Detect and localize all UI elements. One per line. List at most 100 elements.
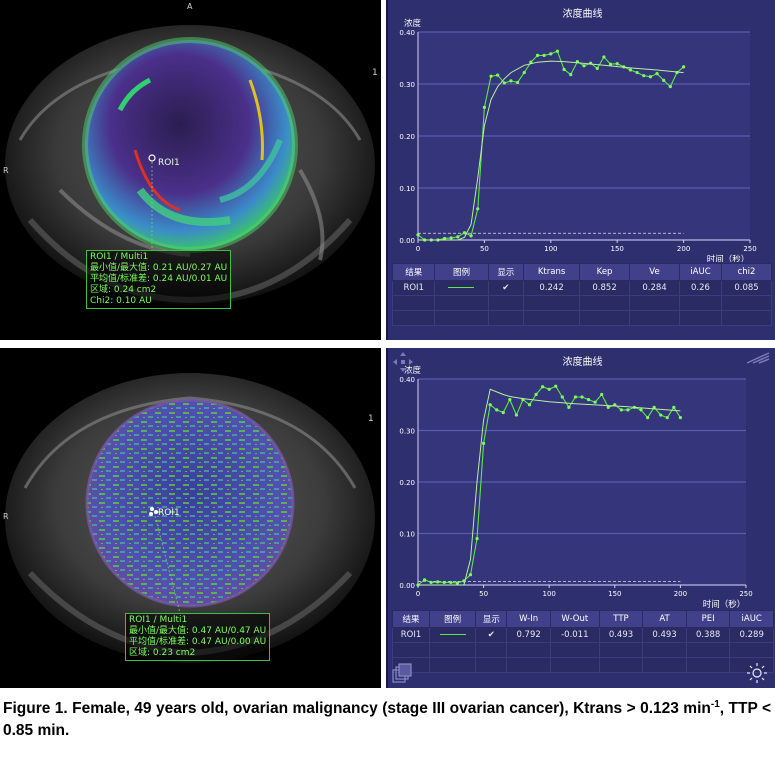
- data-point: [449, 236, 453, 240]
- table-cell: [642, 642, 687, 658]
- move-arrows-icon[interactable]: [392, 351, 414, 373]
- column-header[interactable]: Ve: [629, 263, 680, 281]
- table-cell: 0.388: [685, 627, 731, 643]
- slice-marker-2: 1: [368, 414, 374, 424]
- data-point: [606, 405, 610, 409]
- roi-info-line: ROI1 / Multi1: [90, 252, 149, 262]
- table-cell: [678, 310, 723, 326]
- caption-text-end: , TTP < 0.85 min.: [3, 700, 771, 739]
- table-cell: [678, 295, 723, 311]
- table-cell: [434, 310, 489, 326]
- chart-title: 浓度曲线: [562, 357, 603, 368]
- table-cell: ✔: [487, 280, 525, 296]
- data-point: [593, 400, 597, 404]
- table-cell: [721, 295, 772, 311]
- table-cell: 0.242: [523, 280, 581, 296]
- data-point: [639, 408, 643, 412]
- x-tick-label: 0: [416, 590, 420, 598]
- brightness-icon[interactable]: [746, 662, 768, 684]
- y-tick-label: 0.20: [399, 133, 415, 141]
- resize-grip-icon[interactable]: [745, 351, 771, 365]
- x-tick-label: 100: [544, 245, 557, 253]
- column-header[interactable]: AT: [642, 610, 687, 628]
- mri-scan-1: 1: [0, 0, 381, 340]
- table-cell: [685, 642, 731, 658]
- y-axis-label: 浓度: [404, 365, 422, 376]
- legend-swatch: [439, 634, 466, 635]
- mri-image-2: 1 R ROI1 ROI1 / Multi1 最小值/最大值: 0.47 AU/…: [0, 348, 381, 688]
- column-header[interactable]: chi2: [721, 263, 772, 281]
- column-header[interactable]: 结果: [392, 610, 430, 628]
- data-point: [586, 398, 591, 402]
- table-row[interactable]: ROI1 ✔ 0.242 0.852 0.284 0.26 0.085: [391, 280, 772, 296]
- legend-swatch: [448, 287, 475, 288]
- roi-marker-label: ROI1: [158, 158, 180, 168]
- orientation-left-label: R: [3, 166, 9, 175]
- y-tick-label: 0.30: [399, 81, 415, 89]
- column-header[interactable]: iAUC: [729, 610, 774, 628]
- table-cell: [391, 295, 436, 311]
- data-point: [595, 66, 599, 70]
- table-cell: [428, 642, 477, 658]
- column-header[interactable]: 显示: [475, 610, 508, 628]
- data-point: [652, 405, 656, 409]
- data-point: [509, 79, 513, 83]
- results-table-2: 结果 图例 显示 W-In W-Out TTP AT PEI iAUC ROI1 ✔ 0.792 -0.…: [392, 610, 774, 673]
- data-point: [662, 78, 666, 82]
- fit-curve: [418, 388, 681, 586]
- data-point: [580, 395, 584, 399]
- column-header[interactable]: PEI: [685, 610, 731, 628]
- x-tick-label: 250: [739, 590, 752, 598]
- table-cell: 0.493: [642, 627, 687, 643]
- figure-caption: Figure 1. Female, 49 years old, ovarian …: [3, 698, 771, 742]
- data-point: [672, 405, 676, 409]
- table-cell: 0.792: [506, 627, 551, 643]
- data-point: [626, 408, 630, 412]
- table-cell: [579, 295, 631, 311]
- table-cell: [475, 657, 508, 673]
- y-tick-label: 0.10: [399, 531, 415, 539]
- table-cell: -0.011: [549, 627, 600, 643]
- x-tick-label: 150: [611, 245, 624, 253]
- table-cell: [428, 627, 477, 643]
- data-point: [522, 70, 526, 75]
- chart-title: 浓度曲线: [562, 9, 603, 20]
- data-point: [429, 580, 433, 585]
- table-cell: [434, 280, 489, 296]
- roi-info-line: 平均值/标准差: 0.47 AU/0.00 AU: [129, 637, 267, 647]
- caption-superscript: -1: [710, 698, 720, 710]
- table-cell: 0.493: [598, 627, 644, 643]
- table-header-row: 结果 图例 显示 Ktrans Kep Ve iAUC chi2: [391, 263, 772, 281]
- roi-marker-label: ROI1: [158, 508, 180, 518]
- data-point: [468, 573, 473, 577]
- column-header[interactable]: iAUC: [678, 263, 723, 281]
- table-row[interactable]: ROI1 ✔ 0.792 -0.011 0.493 0.493 0.388 0.289: [392, 627, 774, 643]
- data-point: [678, 416, 682, 420]
- data-point: [436, 580, 440, 584]
- column-header[interactable]: 结果: [391, 263, 436, 281]
- roi-info-line: 区域: 0.23 cm2: [129, 648, 196, 658]
- concentration-plot-2: 0.00 0.10 0.20 0.30 0.40 0 50 100 150 200 250 浓度时间（…: [399, 365, 752, 610]
- column-header[interactable]: 显示: [487, 263, 525, 281]
- y-tick-label: 0.00: [399, 237, 415, 245]
- data-point: [495, 408, 499, 412]
- column-header[interactable]: W-Out: [549, 610, 600, 628]
- layers-icon[interactable]: [391, 662, 413, 684]
- fit-curve: [418, 60, 684, 241]
- column-header[interactable]: 图例: [434, 263, 489, 281]
- column-header[interactable]: TTP: [598, 610, 644, 628]
- column-header[interactable]: 图例: [428, 610, 477, 628]
- column-header[interactable]: Ktrans: [523, 263, 581, 281]
- data-point: [608, 62, 613, 66]
- roi-info-box: ROI1 / Multi1 最小值/最大值: 0.21 AU/0.27 AU 平…: [86, 250, 232, 309]
- table-cell: [629, 295, 680, 311]
- roi-info-line: 最小值/最大值: 0.47 AU/0.47 AU: [129, 626, 267, 636]
- figure-panel-2: 1 R ROI1 ROI1 / Multi1 最小值/最大值: 0.47 AU/…: [0, 348, 775, 688]
- column-header[interactable]: Kep: [579, 263, 631, 281]
- data-point: [615, 62, 619, 66]
- table-cell: [487, 295, 525, 311]
- column-header[interactable]: W-In: [506, 610, 551, 628]
- data-point: [659, 413, 663, 417]
- table-row-empty: [392, 657, 774, 673]
- caption-text: Figure 1. Female, 49 years old, ovarian …: [3, 700, 711, 717]
